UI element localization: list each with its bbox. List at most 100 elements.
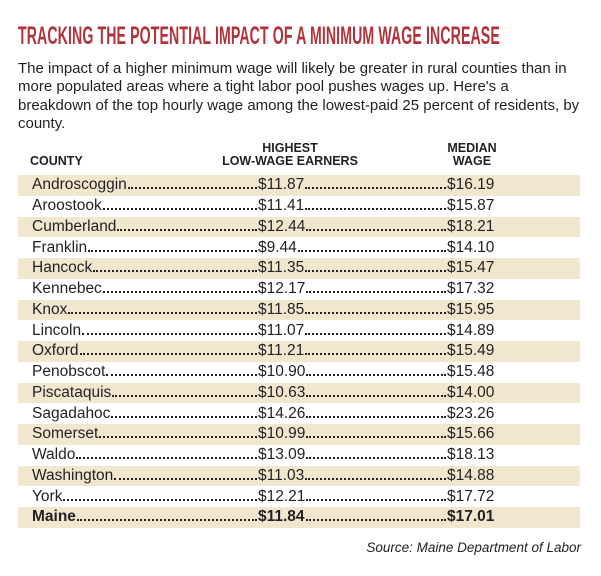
median-cell: $14.88 (447, 467, 494, 485)
median-wage: $17.72 (447, 487, 495, 505)
dot-leader (114, 477, 257, 480)
table-row: Somerset $10.99 $15.66 (18, 424, 580, 445)
county: Lincoln (32, 321, 82, 339)
county-cell: Sagadahoc (18, 405, 258, 423)
low-wage-cell: $11.03 (258, 467, 447, 485)
dot-leader (305, 477, 446, 480)
low-wage-cell: $9.44 (258, 239, 447, 257)
county: Knox (32, 300, 68, 318)
county: Penobscot (32, 363, 106, 381)
median-cell: $14.89 (447, 322, 494, 340)
table-row: Maine $11.84 $17.01 (18, 507, 580, 528)
low-wage-cell: $11.85 (258, 301, 447, 319)
median-cell: $17.01 (447, 508, 494, 526)
county: Franklin (32, 238, 88, 256)
county: Cumberland (32, 217, 117, 235)
low-wage-cell: $11.35 (258, 259, 447, 277)
county: Somerset (32, 425, 99, 443)
county: Waldo (32, 446, 76, 464)
county-cell: Kennebec (18, 280, 258, 298)
low-wage-cell: $11.87 (258, 176, 447, 194)
low-wage: $9.44 (258, 238, 297, 256)
median-cell: $15.87 (447, 197, 494, 215)
table-row: Knox $11.85 $15.95 (18, 299, 580, 321)
median-wage: $15.87 (447, 197, 495, 215)
table-row: Washington $11.03 $14.88 (18, 465, 580, 487)
low-wage-cell: $12.21 (258, 488, 447, 506)
table-row: Cumberland $12.44 $18.21 (18, 216, 580, 238)
county-cell: Knox (18, 301, 258, 319)
median-cell: $15.66 (447, 425, 494, 443)
low-wage-cell: $11.21 (258, 342, 447, 360)
low-wage-cell: $14.26 (258, 405, 447, 423)
county-cell: Lincoln (18, 322, 258, 340)
county-cell: Androscoggin (18, 176, 258, 194)
low-wage: $11.21 (258, 342, 305, 360)
median-wage: $15.47 (447, 259, 495, 277)
median-cell: $15.49 (447, 342, 494, 360)
median-cell: $17.32 (447, 280, 494, 298)
dot-leader (106, 374, 257, 377)
dot-leader (306, 374, 446, 377)
median-cell: $15.47 (447, 259, 494, 277)
dot-leader (99, 436, 257, 439)
header-line: COUNTY (30, 154, 83, 168)
table-row: Hancock $11.35 $15.47 (18, 258, 580, 279)
low-wage: $11.03 (258, 466, 305, 484)
dot-leader (127, 187, 257, 190)
column-header: MEDIAN WAGE (432, 142, 512, 168)
title: TRACKING THE POTENTIAL IMPACT OF A MINIM… (18, 22, 500, 50)
county: Hancock (32, 259, 93, 277)
county-cell: Franklin (18, 239, 258, 257)
header-line: WAGE (452, 154, 492, 168)
low-wage: $10.63 (258, 383, 306, 401)
median-cell: $14.00 (447, 384, 494, 402)
low-wage: $11.87 (258, 176, 305, 194)
dot-leader (305, 187, 446, 190)
dot-leader (79, 353, 257, 356)
county-cell: York (18, 488, 258, 506)
dot-leader (306, 291, 446, 294)
median-cell: $18.21 (447, 218, 494, 236)
header-line: LOW-WAGE EARNERS (222, 154, 358, 168)
median-wage: $15.48 (447, 363, 495, 381)
median-wage: $14.89 (447, 321, 495, 339)
table-row: York $12.21 $17.72 (18, 486, 580, 507)
county: Sagadahoc (32, 404, 111, 422)
dot-leader (93, 270, 257, 273)
dot-leader (306, 498, 446, 501)
table-row: Penobscot $10.90 $15.48 (18, 362, 580, 383)
county: Aroostook (32, 197, 102, 215)
low-wage-cell: $11.07 (258, 322, 447, 340)
county-cell: Washington (18, 467, 258, 485)
dot-leader (102, 208, 257, 211)
median-wage: $23.26 (447, 404, 495, 422)
county-cell: Somerset (18, 425, 258, 443)
source: Source: Maine Department of Labor (366, 540, 581, 555)
dot-leader (306, 228, 446, 231)
median-cell: $18.13 (447, 446, 494, 464)
low-wage: $11.85 (258, 300, 305, 318)
low-wage: $10.99 (258, 425, 306, 443)
county-cell: Maine (18, 508, 258, 526)
median-cell: $15.95 (447, 301, 494, 319)
low-wage: $12.17 (258, 280, 306, 298)
dot-leader (82, 332, 257, 335)
low-wage: $11.41 (258, 197, 305, 215)
low-wage: $10.90 (258, 363, 306, 381)
median-wage: $15.66 (447, 425, 495, 443)
intro: The impact of a higher minimum wage will… (18, 60, 580, 132)
county: Washington (32, 466, 114, 484)
dot-leader (305, 353, 446, 356)
dot-leader (305, 332, 446, 335)
dot-leader (117, 228, 257, 231)
low-wage: $11.35 (258, 259, 305, 277)
low-wage: $14.26 (258, 404, 306, 422)
county-cell: Cumberland (18, 218, 258, 236)
median-wage: $15.95 (447, 300, 495, 318)
dot-leader (112, 394, 257, 397)
dot-leader (68, 311, 257, 314)
county: Piscataquis (32, 383, 112, 401)
dot-leader (63, 498, 257, 501)
